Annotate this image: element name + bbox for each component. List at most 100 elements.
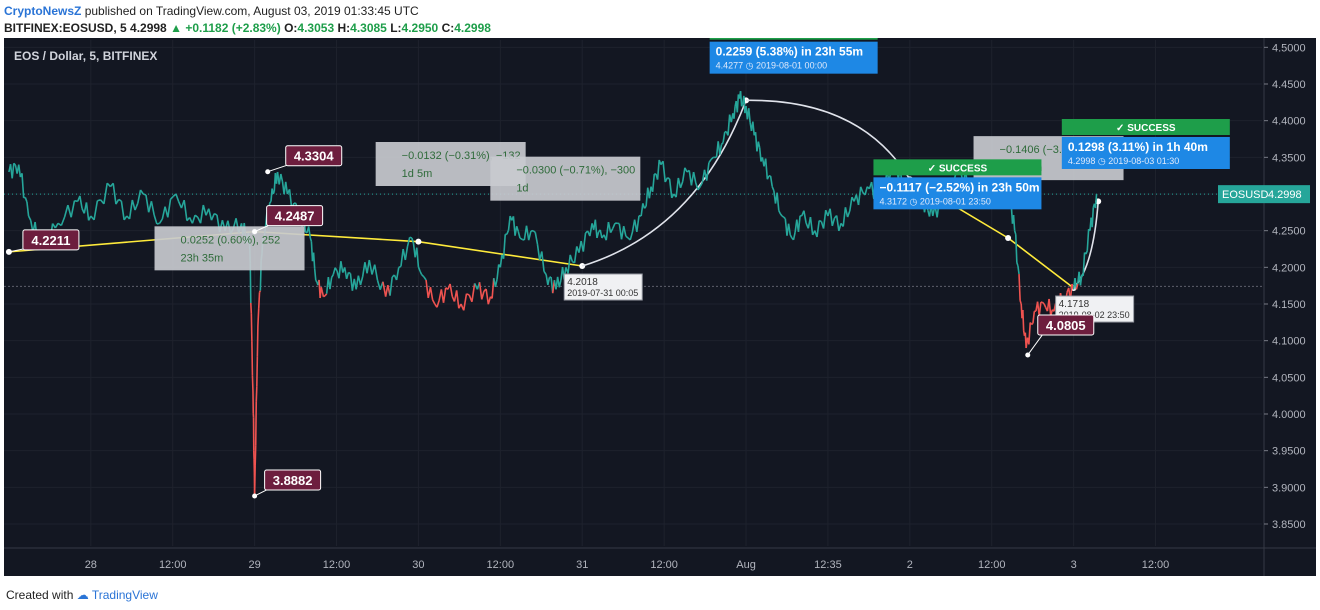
price-segment	[272, 191, 276, 195]
price-segment	[779, 213, 783, 217]
price-segment	[722, 132, 726, 143]
price-segment	[191, 214, 196, 224]
forecast-info-box	[873, 177, 1042, 210]
price-callout-box	[22, 229, 80, 251]
price-segment	[1086, 229, 1090, 251]
price-segment	[26, 201, 30, 217]
price-segment	[85, 202, 90, 221]
price-segment	[870, 181, 875, 200]
high-value: 4.3085	[350, 21, 387, 35]
last-price: 4.2998	[130, 21, 167, 35]
tradingview-link[interactable]: TradingView	[91, 588, 158, 602]
price-segment	[797, 215, 801, 232]
price-segment	[202, 204, 207, 216]
price-segment	[569, 254, 574, 262]
x-tick-label: 30	[412, 559, 424, 571]
price-chart[interactable]: 4.50004.45004.40004.35004.30004.25004.20…	[0, 38, 1320, 578]
price-segment	[255, 386, 258, 402]
price-segment	[355, 275, 360, 290]
price-callout-label: 4.3304	[294, 149, 335, 164]
price-segment	[629, 231, 634, 241]
price-segment	[256, 325, 259, 357]
price-segment	[781, 215, 785, 218]
price-segment	[313, 268, 317, 281]
price-segment	[543, 270, 547, 276]
price-segment	[803, 210, 807, 224]
price-segment	[142, 193, 147, 196]
price-segment	[792, 231, 796, 241]
price-segment	[769, 175, 774, 187]
forecast-info-value: 0.2259 (5.38%) in 23h 55m	[716, 45, 863, 59]
price-segment	[207, 208, 213, 221]
price-segment	[829, 208, 834, 227]
callout-anchor	[6, 249, 12, 255]
price-segment	[846, 210, 851, 218]
price-callout-label: 4.2487	[275, 209, 315, 224]
published-text: published on TradingView.com, August 03,…	[84, 4, 419, 18]
price-segment	[809, 216, 814, 235]
price-segment	[485, 288, 490, 305]
success-banner	[873, 159, 1042, 176]
price-segment	[321, 291, 325, 297]
y-tick-label: 4.3500	[1272, 152, 1306, 164]
price-segment	[668, 178, 673, 198]
price-segment	[697, 186, 701, 191]
price-segment	[822, 210, 827, 229]
price-segment	[695, 182, 699, 191]
price-segment	[764, 158, 769, 180]
price-segment	[254, 445, 257, 466]
forecast-curve-up	[581, 100, 747, 267]
price-segment	[816, 220, 820, 238]
x-tick-label: 31	[576, 559, 588, 571]
open-label: O:	[284, 21, 298, 35]
price-callout-label: 4.2211	[31, 233, 70, 248]
x-tick-label: 12:00	[978, 559, 1006, 571]
forecast-info-box	[1061, 137, 1230, 169]
price-segment	[515, 225, 520, 232]
price-segment	[312, 252, 316, 269]
price-segment	[778, 210, 782, 215]
price-segment	[558, 279, 562, 288]
price-segment	[710, 156, 714, 161]
price-segment	[739, 91, 743, 107]
y-tick-label: 4.0500	[1272, 372, 1306, 384]
price-segment	[681, 167, 686, 182]
price-callout-box	[264, 469, 322, 491]
price-segment	[389, 276, 394, 296]
created-with-text: Created with	[6, 588, 74, 602]
price-segment	[605, 221, 610, 241]
price-segment	[757, 141, 761, 148]
success-label: ✓ SUCCESS	[764, 38, 824, 39]
price-segment	[1031, 322, 1034, 326]
price-segment	[466, 293, 470, 296]
range-annotation-box	[490, 156, 641, 201]
price-segment	[651, 174, 656, 192]
price-segment	[251, 341, 254, 376]
price-segment	[499, 254, 503, 268]
price-segment	[496, 264, 500, 280]
price-segment	[494, 279, 498, 288]
price-tag: EOSUSD 4.2998	[1218, 185, 1310, 204]
price-segment	[727, 114, 731, 136]
price-segment	[1075, 283, 1079, 290]
time-axis[interactable]: 28 12:00 29 12:00 30 12:00 31 12:00 Aug 12:35 2 12:…	[85, 559, 1170, 571]
price-segment	[161, 206, 166, 220]
price-segment	[607, 221, 612, 233]
forecast-info-detail: 4.3172 ◷ 2019-08-01 23:50	[879, 196, 990, 206]
price-segment	[838, 223, 842, 232]
callout-leader	[1027, 332, 1045, 356]
price-segment	[656, 159, 661, 180]
x-tick-label: 29	[248, 559, 260, 571]
price-segment	[150, 201, 155, 216]
price-segment	[525, 225, 530, 241]
price-segment	[315, 279, 318, 283]
price-segment	[527, 230, 532, 241]
chart-title: EOS / Dollar, 5, BITFINEX	[14, 49, 157, 63]
price-segment	[136, 189, 142, 204]
price-segment	[368, 259, 373, 275]
price-callout-box	[285, 145, 343, 167]
price-segment	[789, 234, 793, 239]
price-segment	[156, 222, 160, 225]
price-segment	[616, 222, 620, 225]
publisher-link[interactable]: CryptoNewsZ	[4, 4, 82, 18]
